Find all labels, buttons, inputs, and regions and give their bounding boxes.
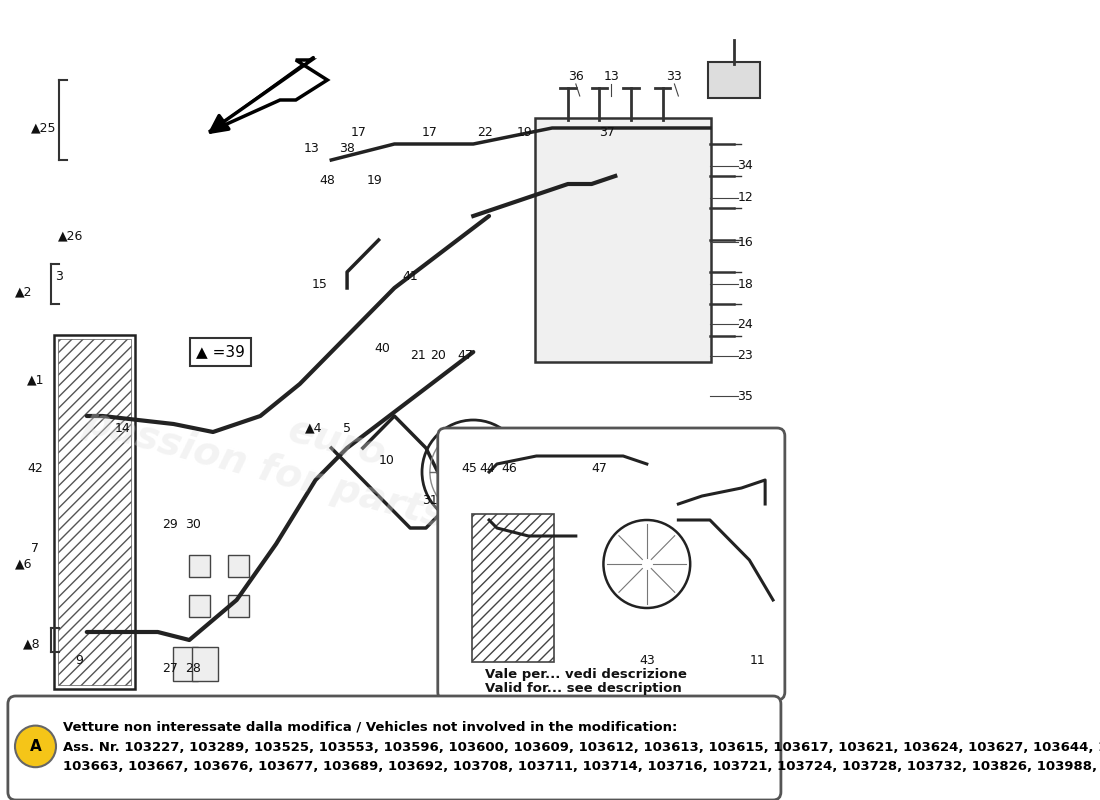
Text: 47: 47 — [592, 462, 607, 474]
Text: 43: 43 — [639, 654, 654, 666]
Polygon shape — [209, 60, 328, 132]
Text: 13: 13 — [304, 142, 319, 154]
Text: 15: 15 — [311, 278, 328, 290]
Text: 33: 33 — [667, 70, 682, 82]
Text: 24: 24 — [737, 318, 754, 330]
Text: 20: 20 — [430, 350, 446, 362]
Text: Vale per... vedi descrizione: Vale per... vedi descrizione — [485, 668, 688, 681]
Text: 7: 7 — [32, 542, 40, 554]
Text: 36: 36 — [568, 70, 584, 82]
Text: 22: 22 — [477, 126, 493, 138]
Text: Vetture non interessate dalla modifica / Vehicles not involved in the modificati: Vetture non interessate dalla modifica /… — [63, 720, 678, 733]
Text: 103663, 103667, 103676, 103677, 103689, 103692, 103708, 103711, 103714, 103716, : 103663, 103667, 103676, 103677, 103689, … — [63, 760, 1100, 773]
Text: ▲26: ▲26 — [58, 230, 84, 242]
Text: 5: 5 — [343, 422, 351, 434]
Text: 30: 30 — [185, 518, 201, 530]
Text: 19: 19 — [517, 126, 532, 138]
Text: 37: 37 — [600, 126, 615, 138]
Text: 12: 12 — [737, 191, 754, 204]
Text: 35: 35 — [737, 390, 754, 402]
Circle shape — [15, 726, 56, 767]
Text: euro
passion for parts since: euro passion for parts since — [79, 360, 583, 568]
FancyBboxPatch shape — [707, 62, 760, 98]
Text: ▲25: ▲25 — [31, 122, 56, 134]
FancyBboxPatch shape — [192, 647, 218, 681]
Text: 31: 31 — [422, 494, 438, 506]
Text: 18: 18 — [737, 278, 754, 290]
Text: 44: 44 — [480, 462, 495, 474]
Text: 21: 21 — [410, 350, 426, 362]
Text: 27: 27 — [162, 662, 177, 674]
FancyBboxPatch shape — [535, 118, 712, 362]
Text: 28: 28 — [185, 662, 201, 674]
Text: 11: 11 — [749, 654, 766, 666]
FancyBboxPatch shape — [173, 647, 198, 681]
Text: 17: 17 — [422, 126, 438, 138]
Text: ▲2: ▲2 — [15, 286, 32, 298]
Text: 41: 41 — [403, 270, 418, 282]
FancyBboxPatch shape — [228, 595, 250, 617]
FancyBboxPatch shape — [188, 595, 210, 617]
Text: 23: 23 — [737, 350, 754, 362]
Text: 17: 17 — [351, 126, 366, 138]
Text: 32: 32 — [446, 494, 461, 506]
Text: ▲ =39: ▲ =39 — [197, 345, 245, 359]
Text: 29: 29 — [162, 518, 177, 530]
Text: 11: 11 — [737, 430, 754, 442]
Text: 14: 14 — [114, 422, 130, 434]
Text: ▲4: ▲4 — [305, 422, 322, 434]
FancyBboxPatch shape — [8, 696, 781, 800]
Text: Valid for... see description: Valid for... see description — [485, 682, 682, 694]
Text: 38: 38 — [339, 142, 355, 154]
Text: 3: 3 — [55, 270, 63, 282]
Text: ▲1: ▲1 — [26, 374, 44, 386]
Text: Ass. Nr. 103227, 103289, 103525, 103553, 103596, 103600, 103609, 103612, 103613,: Ass. Nr. 103227, 103289, 103525, 103553,… — [63, 741, 1100, 754]
Text: ▲6: ▲6 — [15, 558, 32, 570]
FancyBboxPatch shape — [188, 555, 210, 577]
Text: 42: 42 — [28, 462, 43, 474]
Text: 9: 9 — [75, 654, 82, 666]
Text: 46: 46 — [500, 462, 517, 474]
Text: ▲8: ▲8 — [23, 638, 41, 650]
FancyBboxPatch shape — [438, 428, 785, 700]
Text: 40: 40 — [375, 342, 390, 354]
Text: 47: 47 — [458, 350, 473, 362]
Text: 34: 34 — [737, 159, 754, 172]
Text: 13: 13 — [604, 70, 619, 82]
Text: 19: 19 — [366, 174, 383, 186]
FancyBboxPatch shape — [228, 555, 250, 577]
Text: 48: 48 — [319, 174, 336, 186]
Text: 16: 16 — [737, 236, 754, 249]
Text: 10: 10 — [378, 454, 395, 466]
Text: A: A — [30, 739, 42, 754]
Text: 45: 45 — [461, 462, 477, 474]
